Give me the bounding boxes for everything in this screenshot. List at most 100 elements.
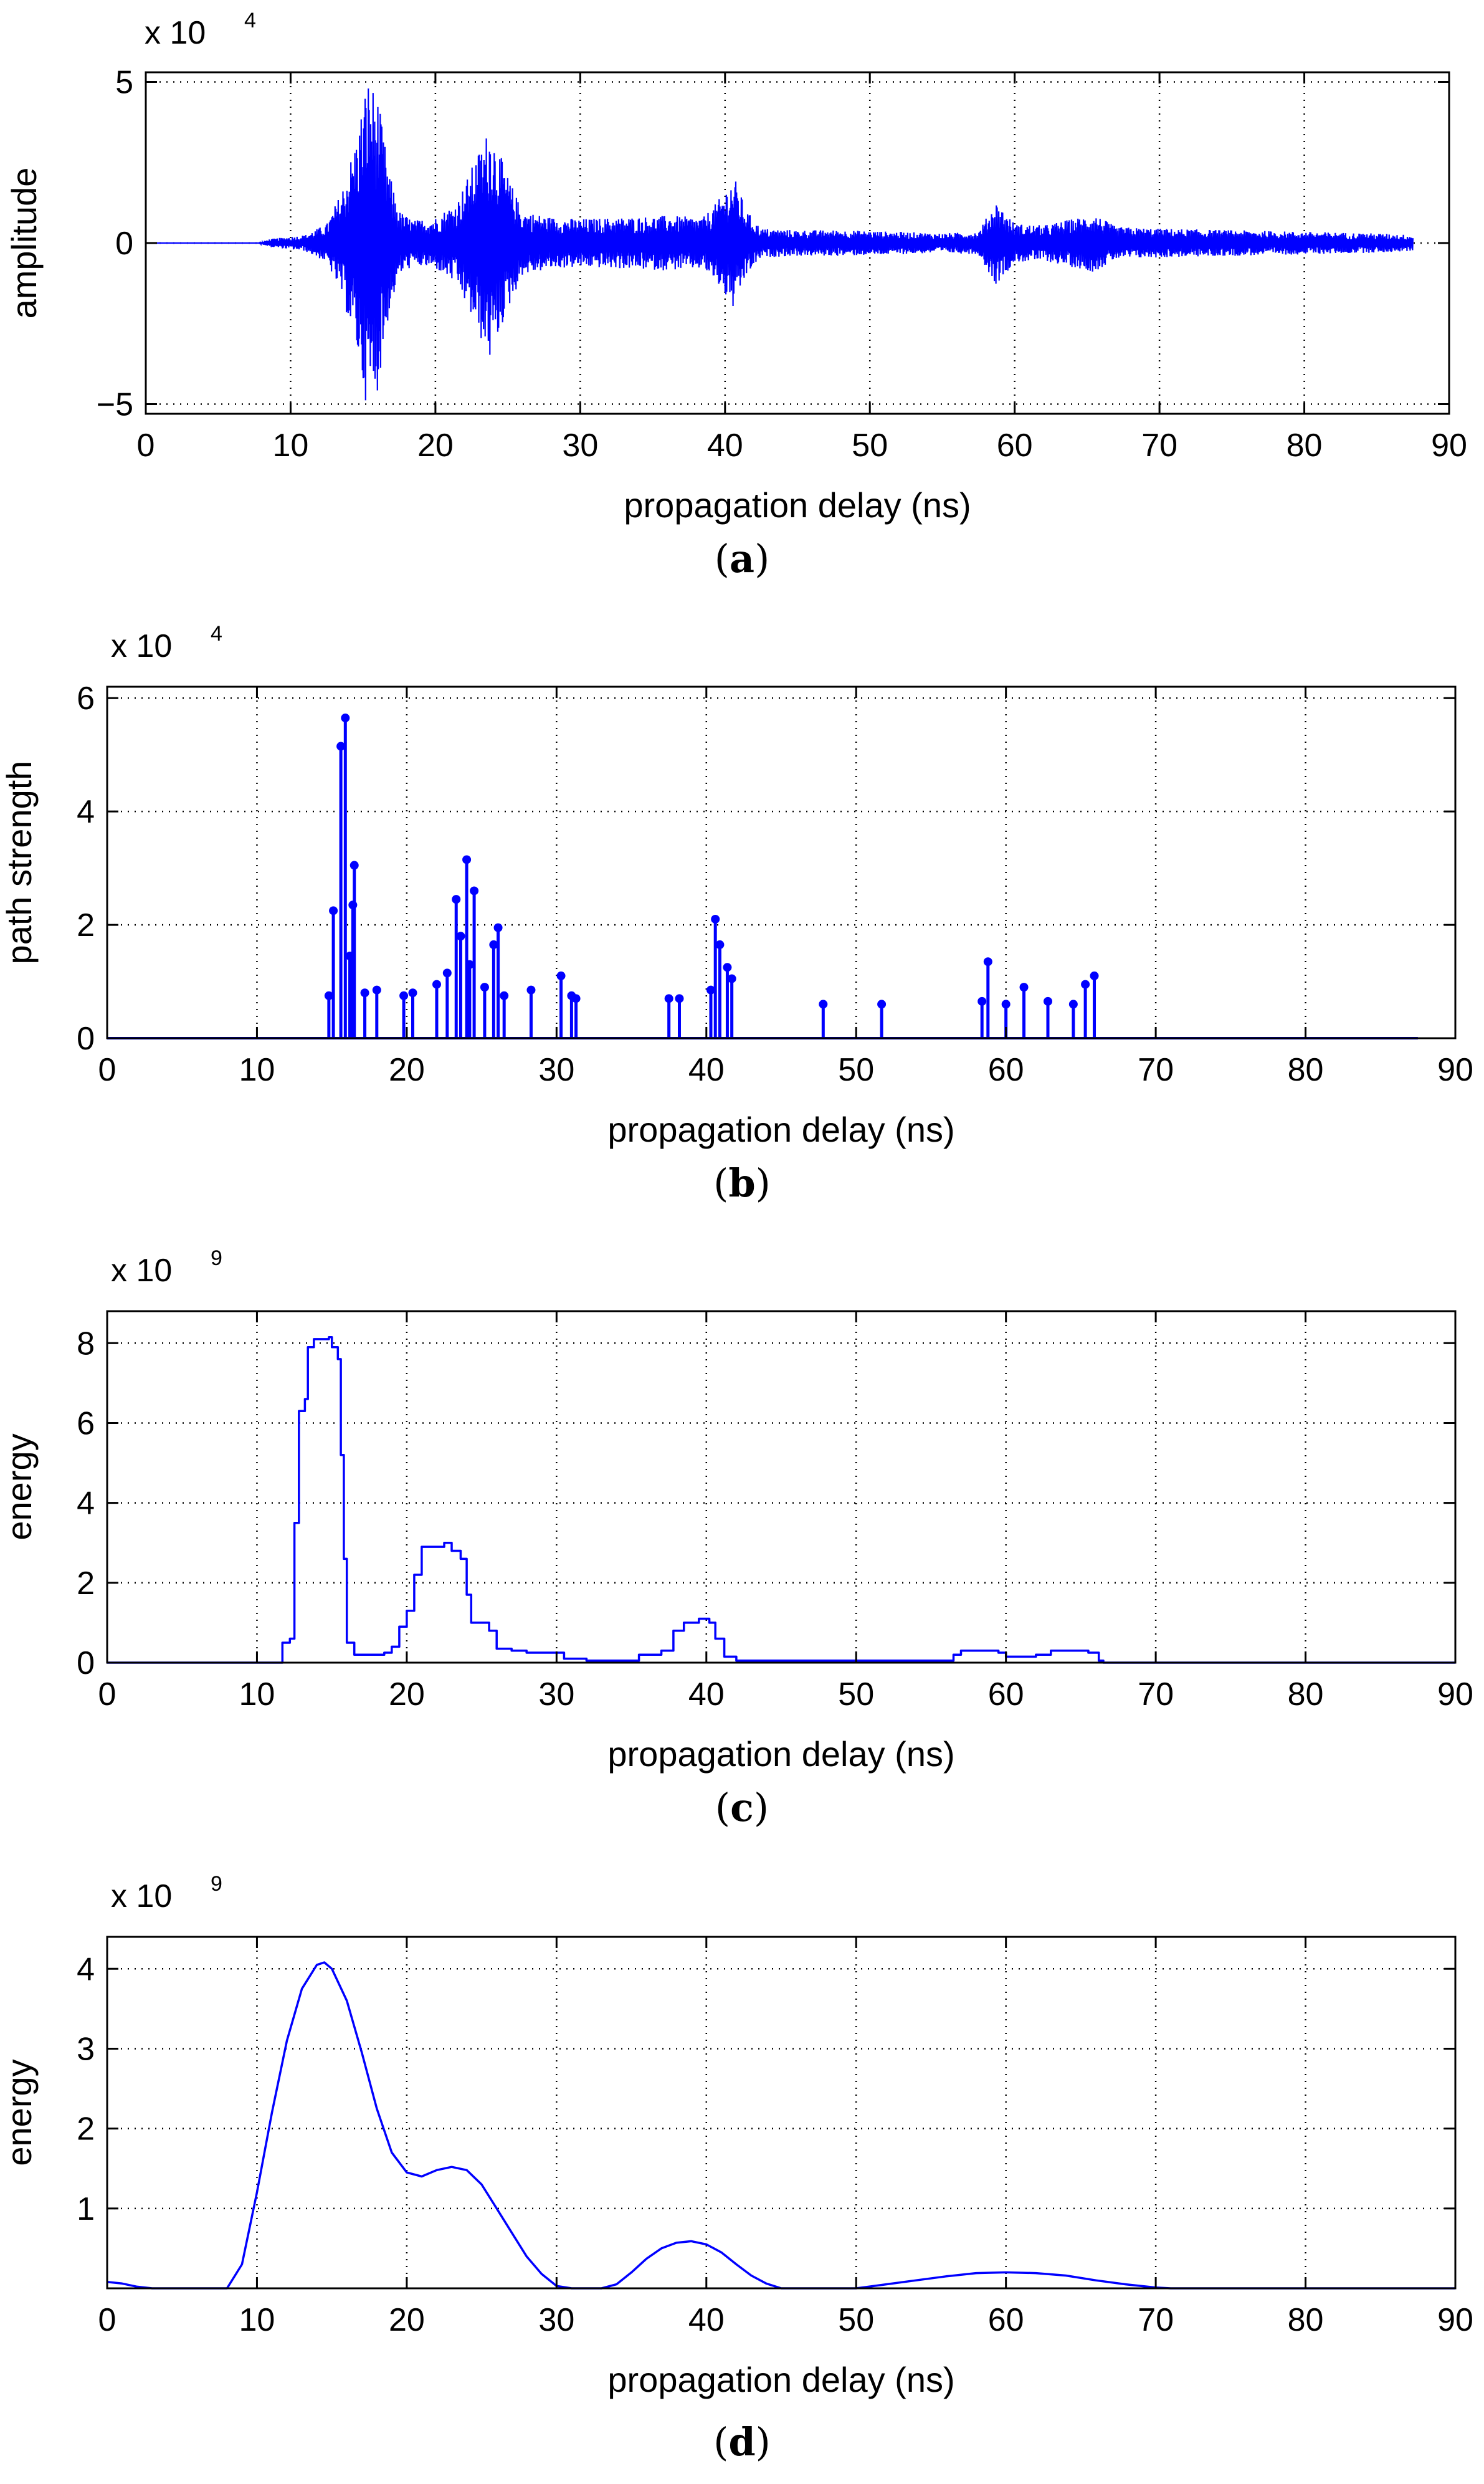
x-tick-label: 10	[239, 2302, 275, 2338]
stem-marker	[983, 957, 992, 967]
y-tick-label: 1	[77, 2191, 95, 2227]
y-tick-label: 2	[77, 1565, 95, 1602]
stem-marker	[711, 914, 720, 924]
x-tick-label: 80	[1288, 2302, 1324, 2338]
stem-marker	[877, 1000, 887, 1009]
y-tick-label: 5	[115, 65, 133, 101]
y-tick-label: 8	[77, 1326, 95, 1362]
series-line	[107, 1961, 1455, 2290]
stem-marker	[341, 714, 350, 723]
stem-marker	[493, 923, 503, 932]
stem-marker	[462, 855, 472, 864]
stem-marker	[1001, 1000, 1011, 1009]
y-tick-label: 0	[77, 1645, 95, 1681]
x-tick-label: 60	[988, 1676, 1024, 1713]
stem-marker	[977, 996, 987, 1006]
x-tick-label: 50	[852, 428, 888, 464]
x-axis-label: propagation delay (ns)	[624, 485, 971, 525]
exponent-label: x 10	[111, 628, 172, 664]
exponent-label: x 10	[111, 1253, 172, 1289]
signal-line	[146, 88, 1414, 401]
stem-marker	[432, 980, 441, 989]
stem-marker	[1090, 971, 1099, 980]
caption-a: (a)	[0, 536, 1484, 581]
y-tick-label: 0	[115, 226, 133, 262]
stem-marker	[664, 994, 673, 1003]
caption-a-close: )	[754, 536, 770, 581]
x-tick-label: 40	[707, 428, 743, 464]
stem-marker	[500, 991, 509, 1000]
y-tick-label: 4	[77, 1486, 95, 1522]
stem-marker	[723, 963, 732, 972]
stem-marker	[372, 985, 381, 995]
x-tick-label: 80	[1288, 1052, 1324, 1088]
x-tick-label: 30	[538, 1676, 574, 1713]
stem-marker	[480, 983, 489, 992]
x-tick-label: 20	[417, 428, 454, 464]
x-tick-label: 30	[538, 2302, 574, 2338]
x-tick-label: 50	[838, 2302, 874, 2338]
caption-d: (d)	[0, 2419, 1484, 2465]
stem-marker	[360, 988, 369, 998]
x-tick-label: 30	[562, 428, 598, 464]
caption-b: (b)	[0, 1160, 1484, 1206]
y-tick-label: −5	[97, 386, 133, 423]
exponent-power: 4	[211, 622, 222, 646]
caption-c: (c)	[0, 1785, 1484, 1830]
x-tick-label: 0	[98, 2302, 117, 2338]
caption-b-letter: b	[728, 1160, 756, 1206]
stem-marker	[489, 940, 498, 949]
stem-marker	[456, 932, 465, 941]
caption-d-letter: d	[728, 2419, 756, 2465]
stem-marker	[571, 994, 581, 1003]
stem-marker	[442, 968, 452, 978]
x-tick-label: 40	[688, 2302, 725, 2338]
x-axis-label: propagation delay (ns)	[607, 1734, 954, 1774]
caption-c-letter: c	[730, 1785, 754, 1830]
stem-marker	[727, 974, 736, 983]
x-tick-label: 50	[838, 1676, 874, 1713]
x-tick-label: 70	[1141, 428, 1177, 464]
stem-marker	[1068, 1000, 1078, 1009]
stem-marker	[336, 742, 346, 751]
caption-d-open: (	[713, 2419, 729, 2465]
stem-marker	[465, 960, 474, 969]
axes-box	[106, 1936, 1457, 2290]
x-tick-label: 60	[997, 428, 1033, 464]
x-tick-label: 60	[988, 2302, 1024, 2338]
x-tick-label: 90	[1437, 1676, 1473, 1713]
x-tick-label: 0	[137, 428, 155, 464]
y-axis-label: energy	[0, 2059, 39, 2166]
x-tick-label: 0	[98, 1052, 117, 1088]
y-tick-label: 4	[77, 1951, 95, 1987]
series-line	[107, 1335, 1455, 1664]
stem-marker	[526, 985, 536, 995]
stem-marker	[324, 991, 333, 1000]
stem-marker	[470, 886, 479, 896]
y-tick-label: 2	[77, 907, 95, 943]
x-tick-label: 90	[1431, 428, 1467, 464]
x-tick-label: 20	[389, 2302, 425, 2338]
x-tick-label: 90	[1437, 2302, 1473, 2338]
x-tick-label: 70	[1138, 2302, 1174, 2338]
caption-c-open: (	[715, 1785, 731, 1830]
x-axis-label: propagation delay (ns)	[607, 2360, 954, 2399]
x-tick-label: 20	[389, 1676, 425, 1713]
stem-marker	[675, 994, 684, 1003]
y-tick-label: 6	[77, 1405, 95, 1441]
stem-marker	[706, 985, 715, 995]
x-tick-label: 10	[239, 1676, 275, 1713]
y-axis-label: amplitude	[4, 168, 44, 319]
exponent-label: x 10	[111, 1878, 172, 1914]
stem-marker	[1019, 983, 1029, 992]
x-tick-label: 40	[688, 1052, 725, 1088]
y-tick-label: 2	[77, 2111, 95, 2147]
y-axis-label: energy	[0, 1433, 39, 1540]
axes-box	[106, 1310, 1457, 1664]
y-axis-label: path strength	[0, 761, 39, 965]
x-tick-label: 70	[1138, 1676, 1174, 1713]
caption-a-letter: a	[729, 536, 755, 581]
x-tick-label: 80	[1287, 428, 1323, 464]
y-tick-label: 0	[77, 1021, 95, 1057]
